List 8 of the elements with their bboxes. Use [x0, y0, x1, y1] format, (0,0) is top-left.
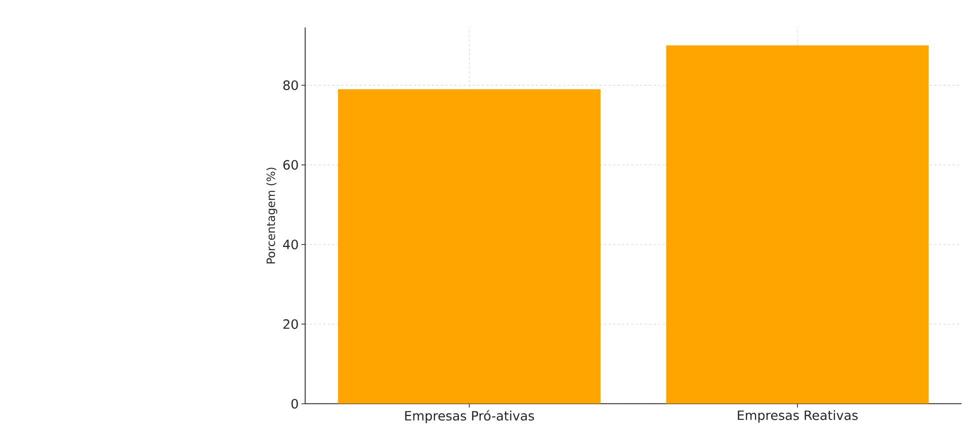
y-tick-label: 20 [283, 319, 298, 330]
x-tick-label: Empresas Reativas [738, 410, 858, 423]
y-tick-label: 0 [291, 399, 298, 409]
y-tick-label: 80 [283, 80, 298, 90]
y-tick-label: 60 [283, 160, 298, 170]
x-tick-label: Empresas Pró-ativas [405, 410, 534, 424]
y-axis-title: Porcentagem (%) [266, 168, 278, 264]
y-tick-label: 40 [283, 240, 298, 250]
